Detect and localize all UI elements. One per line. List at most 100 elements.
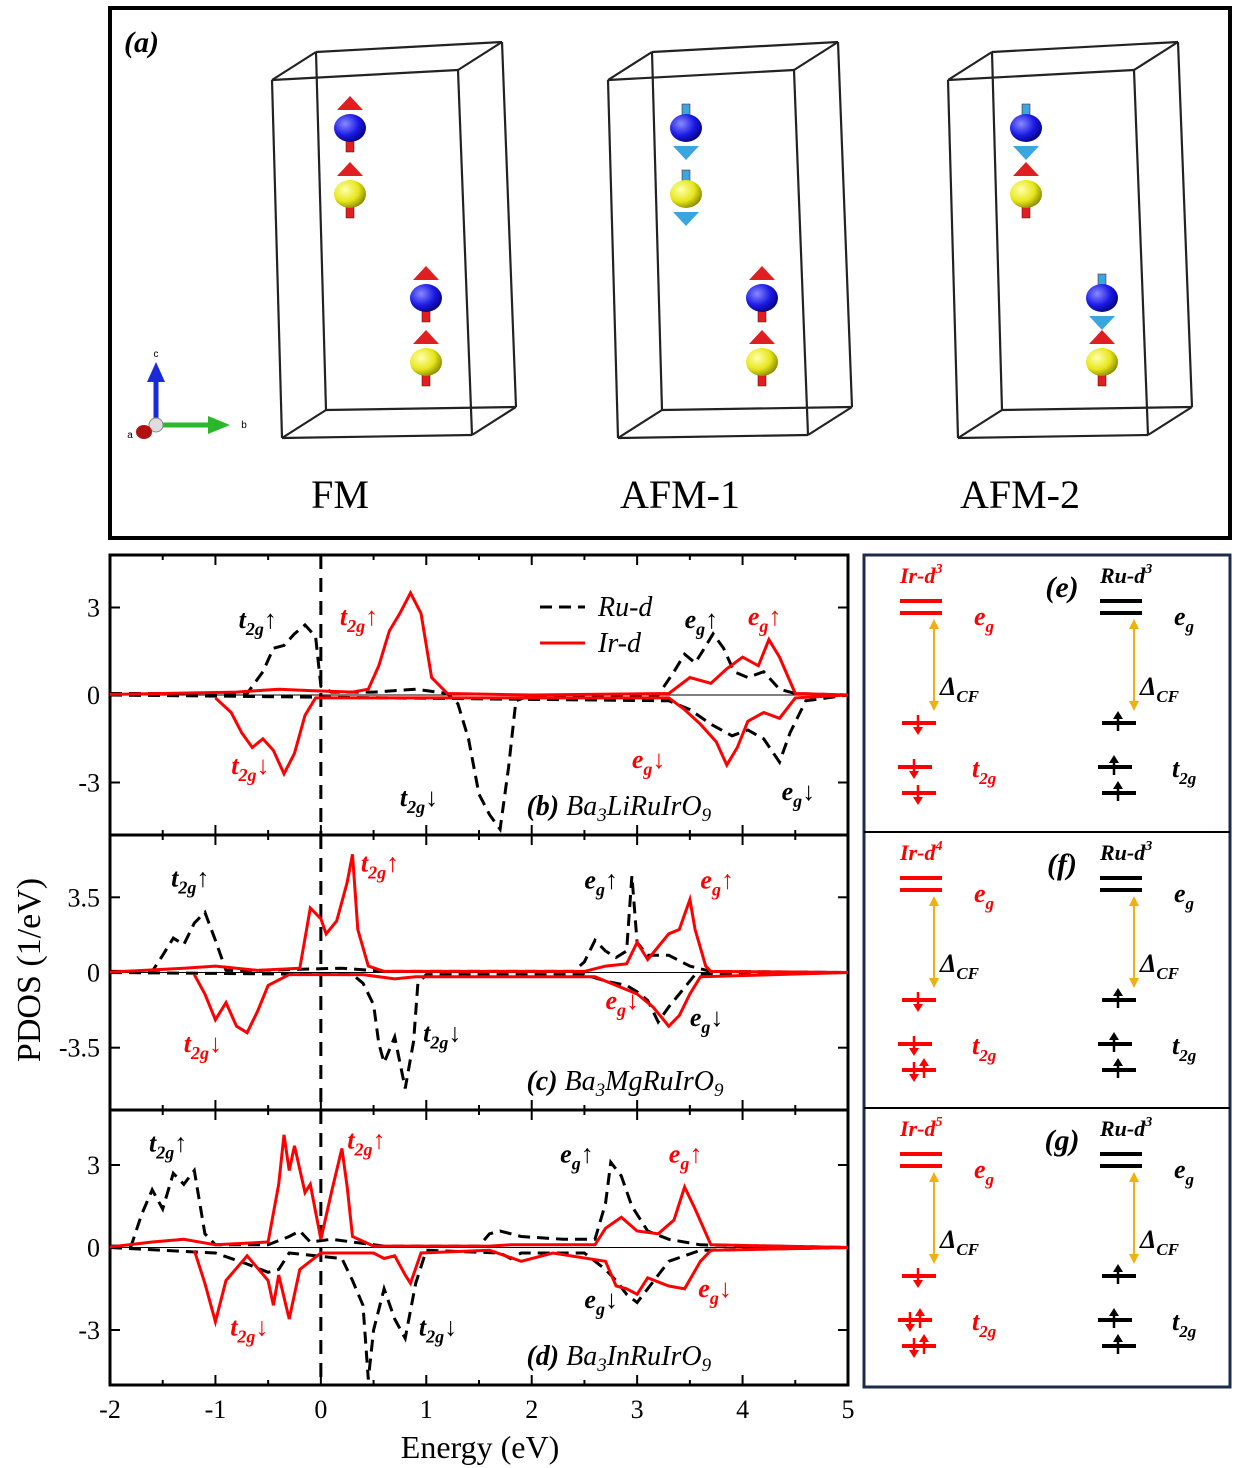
compound-label: (d) Ba3InRuIrO9 [526,1341,711,1376]
cell-edge [471,406,517,436]
t2g-label: t2g [1172,754,1197,788]
band-annotation: t2g↓ [231,751,269,785]
electron-arrow-head [1109,755,1119,763]
electron-arrow-head [1109,1032,1119,1040]
level-diagram-f: (f) Ir-d4 eg ΔCF t2g Ru-d3 eg ΔCF t2g [864,831,1230,1082]
band-annotation: eg↑ [560,1139,594,1173]
spin-down-arrow-head [1013,146,1039,160]
spin-up-arrow-head [337,96,363,110]
crystal-field-arrow-head [1129,701,1139,711]
band-annotation: eg↓ [698,1274,732,1308]
ru-atom [410,284,442,312]
spin-down-arrow-head [673,146,699,160]
cell-edge [607,51,653,81]
cell-edge [271,51,317,81]
structure-afm-1: AFM-1 [606,40,854,517]
delta-cf-label: ΔCF [1139,949,1180,983]
electron-arrow-head [1113,1264,1123,1272]
ir-d-spin-down-curve [214,693,849,778]
ir-atom [1086,348,1118,376]
eg-label: eg [1174,602,1195,636]
level-panel-label: (e) [1045,571,1078,604]
band-annotation: eg↑ [700,866,734,900]
structure-afm-2: AFM-2 [946,40,1194,517]
electron-arrow-head [919,1334,929,1342]
y-tick-label: 3 [87,1151,100,1180]
cell-edge [947,51,993,81]
cell-edge [617,409,663,439]
eg-label: eg [1174,879,1195,913]
spin-up-arrow-head [337,162,363,176]
electron-arrow-head [1109,1308,1119,1316]
b-axis-label: b [241,420,247,431]
eg-label: eg [974,1155,995,1189]
ru-d-spin-up-curve [110,875,849,974]
delta-cf-label: ΔCF [1139,672,1180,706]
compound-label: (c) Ba3MgRuIrO9 [526,1066,724,1101]
cell-edge [947,68,1135,82]
delta-cf-label: ΔCF [1139,1225,1180,1259]
ru-d-spin-up-curve [110,622,849,834]
crystal-field-arrow-head [1129,978,1139,988]
eg-label: eg [974,602,995,636]
cell-edge [500,41,518,408]
cell-edge [457,41,503,71]
ru-config-label: Ru-d3 [1099,839,1152,865]
x-tick-label: -2 [99,1395,121,1424]
cell-edge [990,51,1004,411]
cell-edge [991,40,1179,54]
electron-arrow-head [905,1324,915,1332]
ir-levels: Ir-d3 eg ΔCF t2g [898,562,997,805]
electron-arrow-head [913,1280,923,1288]
x-tick-label: 1 [420,1395,433,1424]
cell-edge [661,405,853,412]
legend: Ru-d Ir-d [540,592,653,659]
spin-up-arrow-head [749,330,775,344]
band-annotation: eg↑ [669,1139,703,1173]
band-annotation: eg↓ [632,745,666,779]
ir-d-spin-up-curve [109,1134,849,1249]
cell-edge [281,433,473,440]
band-annotation: t2g↑ [171,864,209,898]
crystal-field-arrow-head [929,1254,939,1264]
y-axis-label: PDOS (1/eV) [11,878,48,1062]
crystal-field-arrow-head [1129,619,1139,629]
config-label-afm-1: AFM-1 [620,472,740,517]
config-label-afm-2: AFM-2 [960,472,1080,517]
band-annotation: eg↓ [584,1285,618,1319]
level-panel-label: (f) [1047,848,1077,881]
band-annotation: t2g↑ [149,1128,187,1162]
delta-cf-label: ΔCF [939,949,980,983]
ru-atom [334,114,366,142]
electron-arrow-head [913,797,923,805]
y-tick-label: 0 [87,1234,100,1263]
cell-edge [957,433,1149,440]
cell-edge [792,69,810,436]
electron-arrow-head [915,1308,925,1316]
panel-a-frame [108,6,1232,540]
pdos-chart: 3 0 -3 t2g↑ t2g↑ eg↑ eg↑ t2g↓ eg↓ t2g↓ eg↓ (b) Ba3L… [59,553,855,1424]
ru-d-spin-down-curve [109,1246,849,1380]
level-diagram-g: (g) Ir-d5 eg ΔCF t2g Ru-d3 eg ΔCF t2g [864,1107,1230,1358]
cell-edge [807,406,853,436]
pdos-panel-b: 3 0 -3 t2g↑ t2g↑ eg↑ eg↑ t2g↓ eg↓ t2g↓ eg↓ (b) Ba3L… [78,553,850,837]
ir-config-label: Ir-d4 [899,839,942,865]
cell-edge [1133,41,1179,71]
y-tick-label: 3.5 [68,883,101,912]
b-axis-head [208,416,230,434]
legend-label-ru-d: Ru-d [597,592,653,623]
legend-label-ir-d: Ir-d [597,628,642,659]
ir-d-spin-up-curve [109,854,849,974]
band-annotation: eg↓ [690,1003,724,1037]
a-axis-label: a [127,430,133,441]
delta-cf-label: ΔCF [939,672,980,706]
crystal-field-arrow-head [929,619,939,629]
cell-edge [1001,405,1193,412]
cell-edge [270,79,284,439]
y-tick-label: 0 [87,681,100,710]
ru-atom [670,114,702,142]
band-annotation: t2g↓ [419,1313,457,1347]
y-tick-label: 0 [87,959,100,988]
structure-fm: FM [270,40,518,517]
ir-d-spin-down-curve [192,1246,849,1328]
